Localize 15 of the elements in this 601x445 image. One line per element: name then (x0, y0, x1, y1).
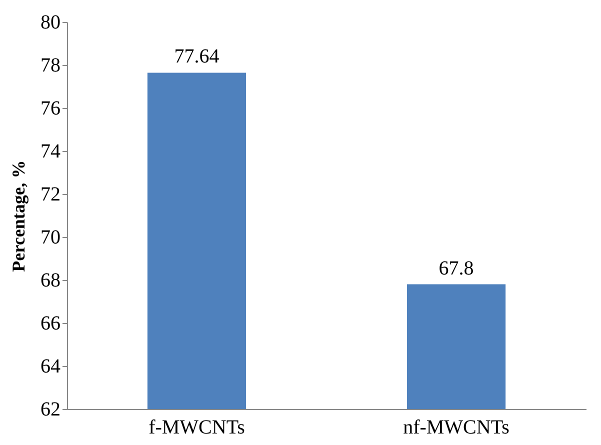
y-tick-label: 74 (40, 140, 60, 162)
y-tick-label: 76 (40, 98, 60, 120)
y-tick-label: 62 (40, 398, 60, 420)
x-tick-label: nf-MWCNTs (403, 416, 510, 438)
y-tick-label: 68 (40, 270, 60, 292)
data-label: 67.8 (438, 257, 474, 280)
y-tick-label: 66 (40, 312, 60, 334)
y-tick-label: 70 (40, 226, 60, 248)
y-tick-label: 80 (40, 12, 60, 34)
y-tick-label: 72 (40, 184, 60, 206)
x-tick-label: f-MWCNTs (148, 416, 246, 438)
data-label: 77.64 (174, 46, 220, 68)
y-tick-label: 64 (40, 356, 60, 378)
y-tick-label: 78 (40, 54, 60, 76)
y-axis-title: Percentage, % (8, 160, 28, 272)
